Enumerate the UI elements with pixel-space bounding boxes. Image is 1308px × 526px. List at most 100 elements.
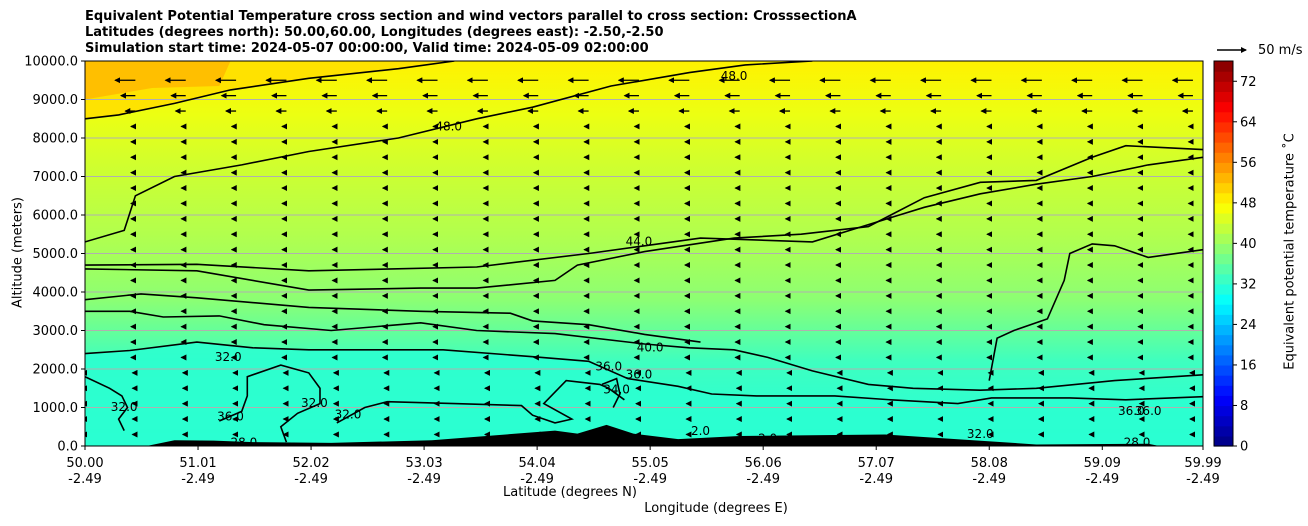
colorbar-segment	[1214, 425, 1233, 437]
colorbar-segment	[1214, 364, 1233, 376]
y-tick-label: 9000.0	[33, 93, 79, 108]
x-tick-label-lat: 55.05	[632, 456, 669, 471]
colorbar-segment	[1214, 395, 1233, 407]
x-tick-label-lat: 54.04	[519, 456, 556, 471]
y-tick-label: 8000.0	[33, 132, 79, 147]
y-tick-label: 4000.0	[33, 286, 79, 301]
contour-line-40	[85, 310, 1203, 392]
colorbar-segment	[1214, 192, 1233, 204]
colorbar-frame	[1213, 60, 1234, 447]
contour-label: 32.0	[301, 396, 328, 410]
x-tick-label-lat: 50.00	[66, 456, 103, 471]
contour-label: 28.0	[483, 435, 510, 449]
x-tick-label-lon: -2.49	[1186, 472, 1220, 487]
colorbar-segment	[1214, 294, 1233, 305]
colorbar-segment	[1214, 314, 1233, 326]
colorbar-segment	[1214, 334, 1233, 346]
x-tick-label-lon: -2.49	[68, 472, 102, 487]
colorbar-segment	[1214, 172, 1233, 184]
contour-line-32	[85, 375, 129, 431]
colorbar-tick-label: 0	[1240, 440, 1248, 455]
title-line-1: Equivalent Potential Temperature cross s…	[85, 9, 857, 24]
contour-line-48	[85, 61, 455, 120]
contour-label: 2.0	[691, 424, 710, 438]
colorbar-segment	[1214, 375, 1233, 386]
colorbar-segment	[1214, 415, 1233, 427]
x-tick-label-lon: -2.49	[1085, 472, 1119, 487]
x-tick-label-lon: -2.49	[746, 472, 780, 487]
contour-label: 44.0	[626, 234, 653, 248]
contour-label: 32.0	[215, 350, 242, 364]
contour-line-34	[601, 377, 621, 408]
colorbar-segment	[1214, 223, 1233, 234]
contour-label: 32.0	[335, 408, 362, 422]
contour-label: 2.0	[758, 432, 777, 446]
colorbar-tick-label: 16	[1240, 358, 1257, 373]
colorbar-segment	[1214, 142, 1233, 153]
colorbar-segment	[1214, 253, 1233, 265]
colorbar-segment	[1214, 243, 1233, 255]
title-line-3: Simulation start time: 2024-05-07 00:00:…	[85, 41, 649, 56]
cool-region	[85, 342, 1203, 446]
contour-label: 48.0	[721, 69, 748, 83]
x-tick-label-lat: 58.08	[971, 456, 1008, 471]
x-tick-label-lon: -2.49	[972, 472, 1006, 487]
contour-line-32	[218, 364, 321, 443]
colorbar-segment	[1214, 324, 1233, 336]
contour-label: 28.0	[514, 435, 541, 449]
y-tick-label: 2000.0	[33, 363, 79, 378]
y-tick-label: 7000.0	[33, 170, 79, 185]
contour-line-44	[85, 156, 1203, 272]
x-tick-label-lon: -2.49	[407, 472, 441, 487]
colorbar-tick-label: 56	[1240, 156, 1257, 171]
quiver-key-label: 50 m/s	[1258, 43, 1303, 58]
x-tick-label-lat: 59.09	[1084, 456, 1121, 471]
colorbar-segment	[1214, 385, 1233, 396]
y-axis-label: Altitude (meters)	[10, 197, 26, 308]
contour-label: 34.0	[603, 383, 630, 397]
colorbar-segment	[1214, 344, 1233, 356]
x-tick-label-lat: 56.06	[745, 456, 782, 471]
colorbar-segment	[1214, 283, 1233, 295]
colorbar-segment	[1214, 273, 1233, 285]
contour-label: 36.0	[1135, 404, 1162, 418]
colorbar-segment	[1214, 304, 1233, 315]
contour-line-48	[85, 61, 813, 243]
contour-label: 32.0	[111, 400, 138, 414]
colorbar-segment	[1214, 233, 1233, 244]
contour-label: 36.0	[595, 360, 622, 374]
x-tick-label-lat: 52.02	[292, 456, 329, 471]
colorbar-tick-label: 32	[1240, 277, 1257, 292]
colorbar-segment	[1214, 405, 1233, 417]
colorbar-tick-label: 8	[1240, 399, 1248, 414]
x-axis-label-latitude: Latitude (degrees N)	[503, 485, 637, 500]
colorbar-segment	[1214, 71, 1233, 82]
y-tick-label: 6000.0	[33, 209, 79, 224]
colorbar-tick-label: 48	[1240, 196, 1257, 211]
y-tick-label: 10000.0	[24, 55, 78, 70]
contour-label: 40.0	[637, 340, 664, 354]
x-tick-label-lon: -2.49	[520, 472, 554, 487]
colorbar-tick-label: 64	[1240, 115, 1257, 130]
contour-label: 48.0	[435, 120, 462, 134]
contour-label: 28.0	[231, 435, 258, 449]
x-tick-label-lat: 51.01	[179, 456, 216, 471]
chart-title: Equivalent Potential Temperature cross s…	[85, 9, 857, 57]
colorbar-segment	[1214, 91, 1233, 103]
colorbar-segment	[1214, 81, 1233, 92]
contour-line-40	[85, 293, 701, 343]
contour-label: 36.0	[217, 410, 244, 424]
y-tick-label: 5000.0	[33, 247, 79, 262]
y-tick-label: 3000.0	[33, 324, 79, 339]
colorbar-segment	[1214, 212, 1233, 224]
x-tick-label-lat: 57.07	[858, 456, 895, 471]
colorbar-segment	[1214, 121, 1233, 133]
contour-label: 36.0	[1118, 404, 1145, 418]
contour-line-36	[85, 341, 1203, 405]
x-tick-label-lon: -2.49	[633, 472, 667, 487]
colorbar-segment	[1214, 435, 1233, 447]
colorbar-segment	[1214, 111, 1233, 123]
colorbar-tick-label: 24	[1240, 318, 1257, 333]
contour-line-44	[85, 144, 1203, 291]
